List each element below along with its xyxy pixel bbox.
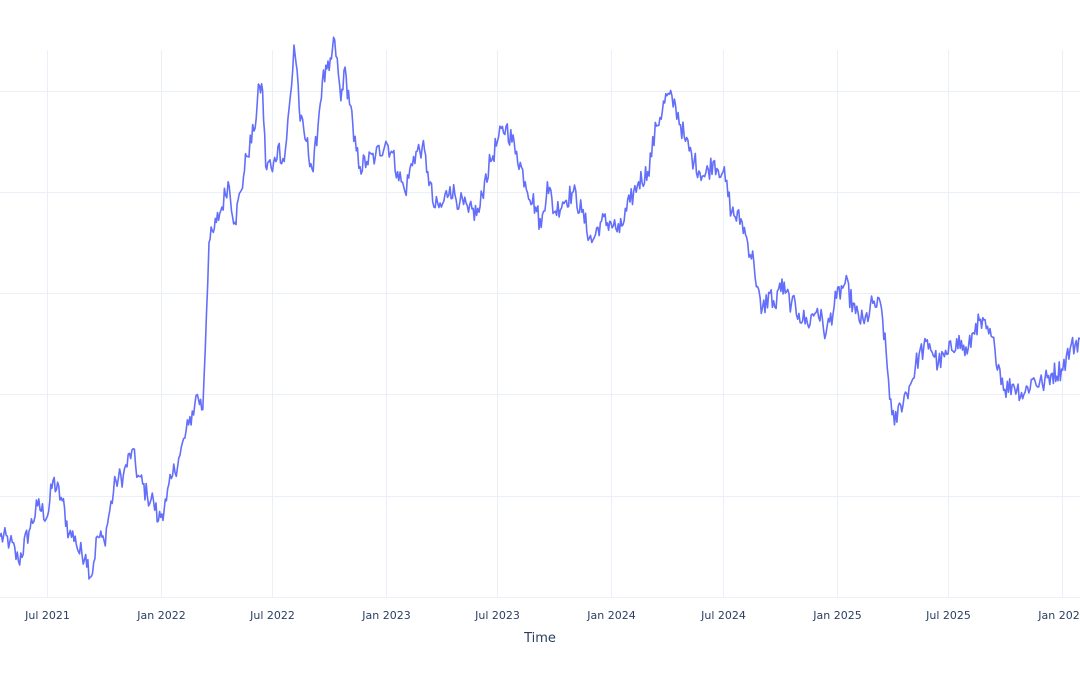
- x-tick-label: Jan 2022: [136, 609, 185, 622]
- x-tick-label: Jan 2026: [1037, 609, 1080, 622]
- series-line: [0, 36, 1080, 580]
- x-axis-tick-labels: Jul 2021 Jan 2022 Jul 2022 Jan 2023 Jul 2023…: [24, 609, 1080, 622]
- x-tick-label: Jan 2024: [586, 609, 635, 622]
- x-tick-label: Jul 2021: [24, 609, 70, 622]
- series-layer: [0, 36, 1080, 580]
- x-tick-label: Jul 2023: [474, 609, 520, 622]
- x-tick-label: Jan 2023: [361, 609, 410, 622]
- x-tick-label: Jul 2022: [249, 609, 295, 622]
- x-tick-label: Jul 2024: [700, 609, 746, 622]
- x-tick-label: Jan 2025: [812, 609, 861, 622]
- x-axis-title: Time: [523, 631, 556, 646]
- x-tick-label: Jul 2025: [925, 609, 971, 622]
